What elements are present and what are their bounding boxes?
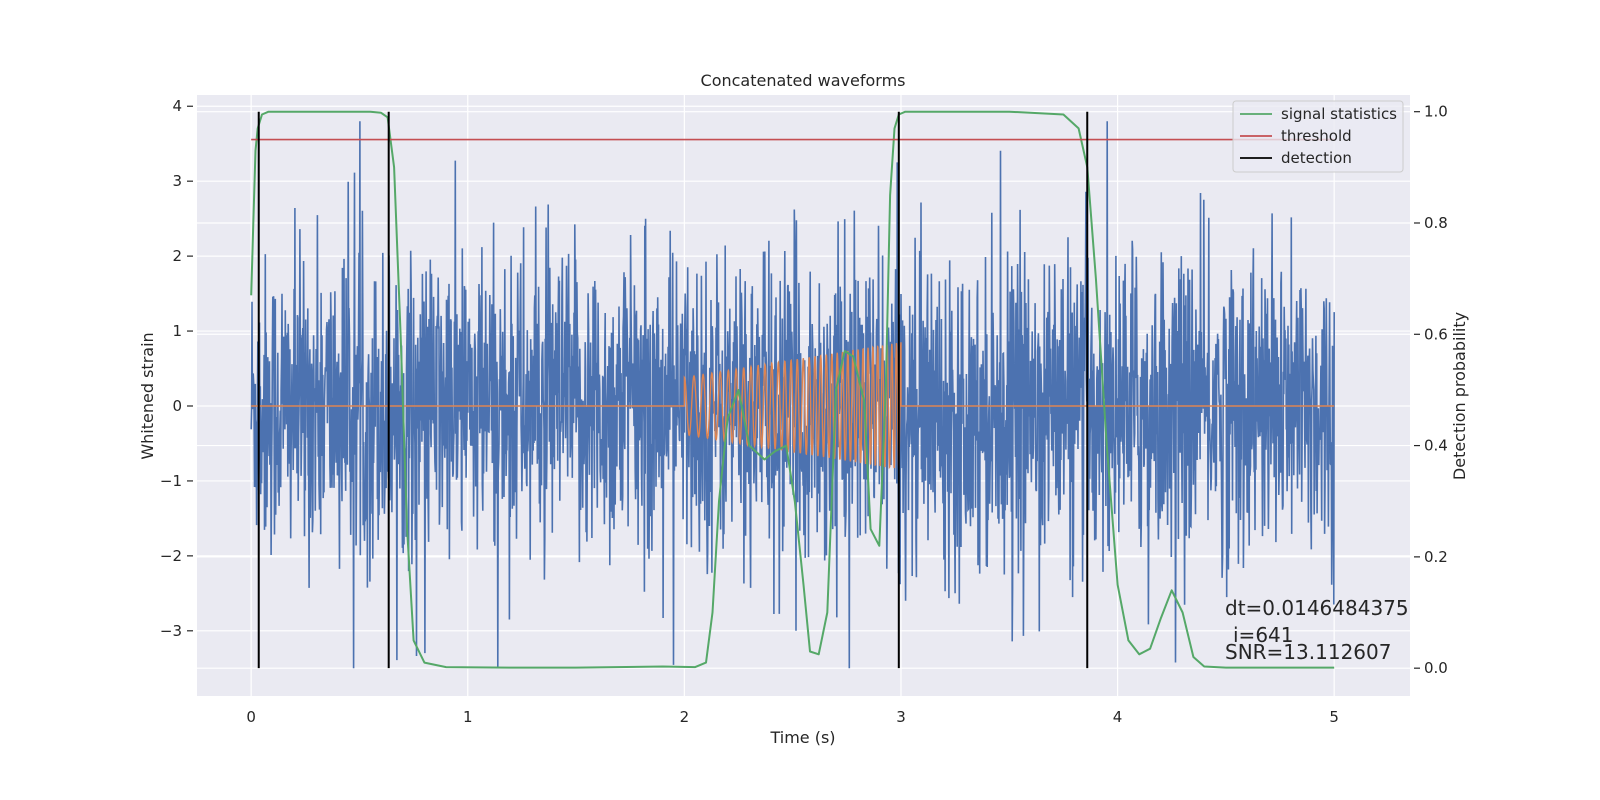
detection-series [257, 111, 1089, 669]
y-axis-ticks: −3 −2 −1 0 1 2 3 4 [160, 97, 193, 640]
y-right-axis-label: Detection probability [1450, 312, 1469, 480]
y-right-tick-label: 1.0 [1424, 103, 1448, 121]
x-axis-ticks: 0 1 2 3 4 5 [246, 708, 1339, 726]
legend: signal statistics threshold detection [1232, 100, 1404, 173]
y-right-tick-label: 0.4 [1424, 437, 1448, 455]
y-right-tick-label: 0.6 [1424, 325, 1448, 343]
y-tick-label: −2 [160, 547, 182, 565]
x-axis-label: Time (s) [769, 728, 835, 747]
y-right-axis-ticks: 0.0 0.2 0.4 0.6 0.8 1.0 [1414, 103, 1448, 677]
y-tick-label: 3 [172, 172, 182, 190]
legend-label-signal-statistics: signal statistics [1281, 105, 1397, 123]
x-tick-label: 4 [1113, 708, 1123, 726]
x-tick-label: 5 [1329, 708, 1339, 726]
y-tick-label: 4 [172, 97, 182, 115]
x-tick-label: 0 [246, 708, 256, 726]
signal-statistics-line [250, 110, 1335, 669]
chart-title: Concatenated waveforms [701, 71, 906, 90]
x-tick-label: 2 [680, 708, 690, 726]
y-right-tick-label: 0.2 [1424, 548, 1448, 566]
annotation-snr: SNR=13.112607 [1225, 640, 1391, 664]
y-axis-label: Whitened strain [138, 332, 157, 459]
legend-label-detection: detection [1281, 149, 1352, 167]
y-right-tick-label: 0.0 [1424, 659, 1448, 677]
y-tick-label: 2 [172, 247, 182, 265]
annotation-index: i=641 [1233, 623, 1294, 647]
legend-box [1232, 100, 1404, 173]
y-right-tick-label: 0.8 [1424, 214, 1448, 232]
y-tick-label: 1 [172, 322, 182, 340]
waveform-line [251, 342, 1335, 470]
legend-label-threshold: threshold [1281, 127, 1352, 145]
x-tick-label: 3 [896, 708, 906, 726]
y-tick-label: −1 [160, 472, 182, 490]
annotation-dt: dt=0.0146484375 [1225, 596, 1409, 620]
signal-statistics-series [250, 110, 1335, 669]
x-tick-label: 1 [463, 708, 473, 726]
y-tick-label: 0 [172, 397, 182, 415]
y-tick-label: −3 [160, 622, 182, 640]
waveform-series [251, 342, 1335, 470]
